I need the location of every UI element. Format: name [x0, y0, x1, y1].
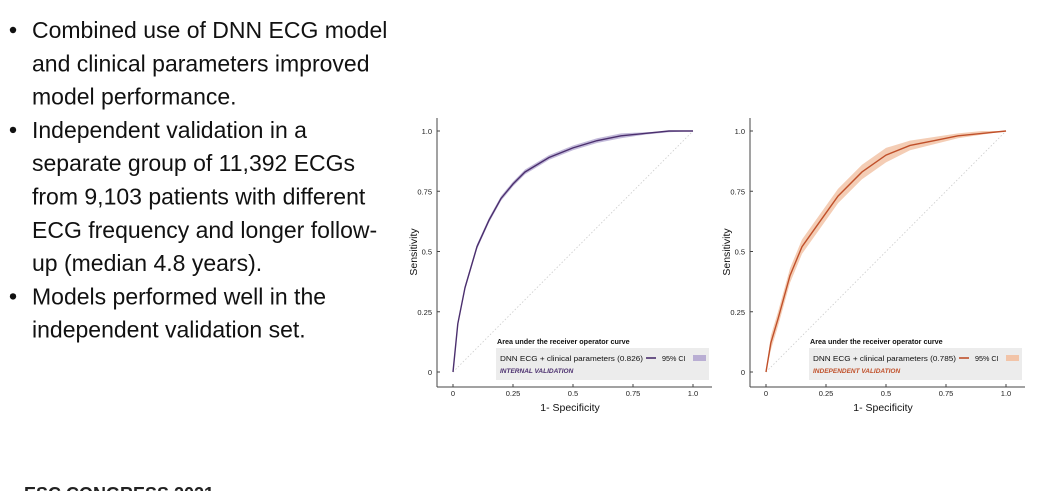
bullet-line: Combined use of DNN ECG model [32, 17, 387, 43]
x-tick-label: 0 [451, 389, 455, 398]
legend-box [496, 348, 709, 380]
y-tick-label: 1.0 [735, 127, 745, 136]
y-tick-label: 0.75 [730, 187, 745, 196]
bullet-line: and clinical parameters improved [32, 50, 370, 76]
x-tick-label: 0.5 [568, 389, 578, 398]
legend-title: Area under the receiver operator curve [497, 337, 630, 346]
x-tick-label: 0.75 [939, 389, 954, 398]
x-tick-label: 1.0 [1001, 389, 1011, 398]
y-tick-label: 0.25 [417, 308, 432, 317]
reference-diagonal [765, 130, 1007, 373]
legend-band-swatch [693, 355, 706, 361]
y-axis-label: Sensitivity [721, 228, 733, 276]
roc-curve [452, 130, 693, 373]
x-axis-label: 1- Specificity [540, 402, 600, 414]
bullet-line: Models performed well in the [32, 283, 326, 309]
legend-subtitle: INTERNAL VALIDATION [500, 368, 574, 375]
y-tick-label: 1.0 [422, 127, 432, 136]
bullet-dot [9, 26, 17, 34]
legend-box [809, 348, 1022, 380]
y-tick-label: 0 [741, 368, 745, 377]
legend-band: 95% CI [662, 354, 686, 363]
bullet-line: model performance. [32, 84, 237, 110]
reference-diagonal [452, 130, 694, 373]
roc-curve [765, 130, 1007, 373]
x-axis-label: 1- Specificity [853, 402, 913, 414]
bullet-line: independent validation set. [32, 317, 306, 343]
x-tick-label: 0.25 [506, 389, 521, 398]
legend-entry: DNN ECG + clinical parameters (0.785) [813, 354, 956, 363]
x-tick-label: 0 [764, 389, 768, 398]
legend-entry: DNN ECG + clinical parameters (0.826) [500, 354, 643, 363]
bullet-line: up (median 4.8 years). [32, 250, 262, 276]
x-tick-label: 1.0 [688, 389, 698, 398]
bullet-dot [9, 293, 17, 300]
bullet-line: Independent validation in a [32, 117, 307, 143]
y-tick-label: 0.5 [422, 248, 432, 257]
x-tick-label: 0.25 [819, 389, 834, 398]
legend-subtitle: INDEPENDENT VALIDATION [813, 368, 900, 375]
legend-title: Area under the receiver operator curve [810, 337, 943, 346]
footer: ESC CONGRESS 2021 [24, 484, 214, 491]
legend-band: 95% CI [975, 354, 999, 363]
bullet-dot [9, 126, 17, 134]
y-tick-label: 0.25 [730, 308, 745, 317]
bullet-line: separate group of 11,392 ECGs [32, 150, 355, 176]
bullet-line: from 9,103 patients with different [32, 184, 366, 210]
y-tick-label: 0 [428, 368, 432, 377]
y-axis-label: Sensitivity [408, 228, 420, 276]
x-tick-label: 0.5 [881, 389, 891, 398]
x-tick-label: 0.75 [626, 389, 641, 398]
y-tick-label: 0.5 [735, 248, 745, 257]
bullet-line: ECG frequency and longer follow- [32, 217, 377, 243]
y-tick-label: 0.75 [417, 187, 432, 196]
legend-band-swatch [1006, 355, 1019, 361]
